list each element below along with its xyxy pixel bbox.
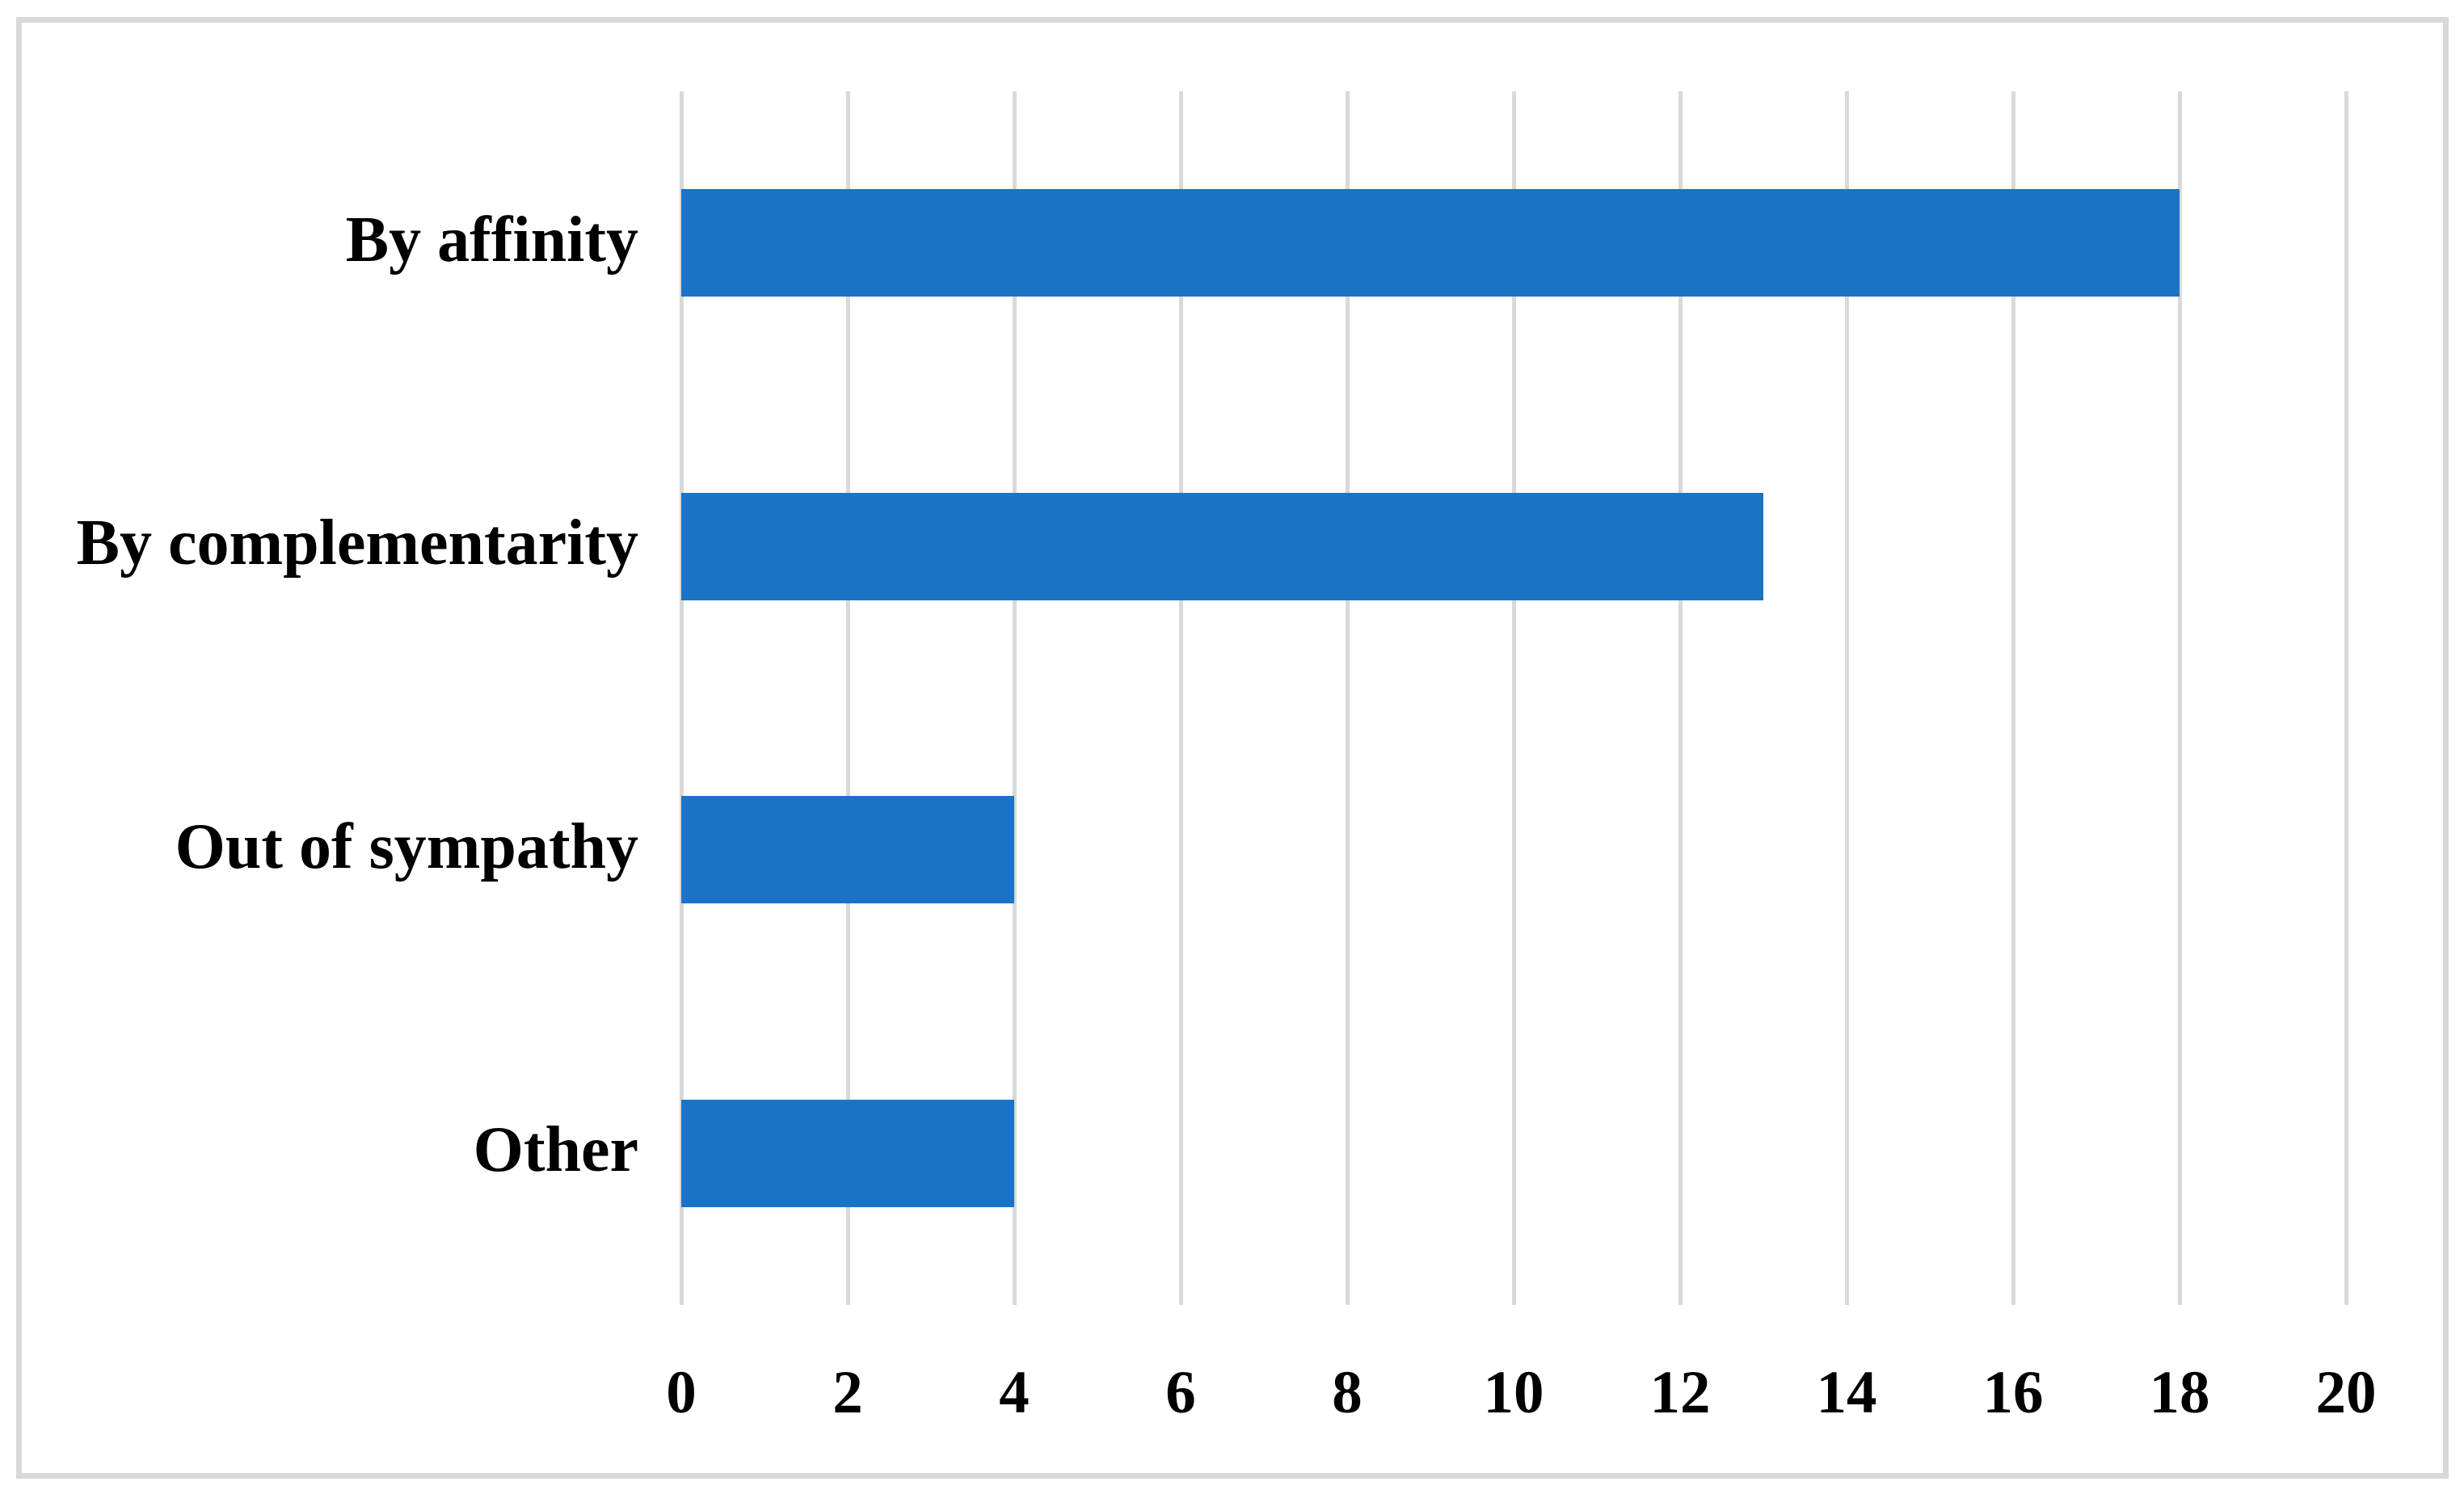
gridline-x-12 [1678, 91, 1683, 1305]
bar-other [681, 1099, 1014, 1207]
x-tick-label-12: 12 [1649, 1359, 1711, 1426]
gridline-x-16 [2011, 91, 2015, 1305]
x-tick-label-0: 0 [666, 1359, 697, 1426]
x-tick-label-2: 2 [832, 1359, 863, 1426]
bar-by-affinity [681, 189, 2180, 297]
gridline-x-20 [2344, 91, 2348, 1305]
gridline-x-18 [2177, 91, 2182, 1305]
bar-by-complementarity [681, 492, 1763, 600]
category-label-out-of-sympathy: Out of sympathy [175, 810, 638, 882]
x-tick-label-6: 6 [1165, 1359, 1196, 1426]
category-label-other: Other [473, 1114, 638, 1186]
gridline-x-6 [1178, 91, 1183, 1305]
category-label-by-affinity: By affinity [345, 204, 638, 276]
gridline-x-10 [1511, 91, 1516, 1305]
gridline-x-2 [845, 91, 850, 1305]
gridline-x-4 [1012, 91, 1017, 1305]
x-tick-label-20: 20 [2315, 1359, 2377, 1426]
x-tick-label-4: 4 [999, 1359, 1030, 1426]
x-tick-label-8: 8 [1332, 1359, 1363, 1426]
x-tick-label-10: 10 [1483, 1359, 1544, 1426]
gridline-x-0 [679, 91, 684, 1305]
category-label-by-complementarity: By complementarity [76, 507, 638, 579]
gridline-x-14 [1844, 91, 1849, 1305]
x-tick-label-14: 14 [1816, 1359, 1877, 1426]
x-tick-label-18: 18 [2149, 1359, 2210, 1426]
bar-out-of-sympathy [681, 796, 1014, 904]
gridline-x-8 [1345, 91, 1350, 1305]
x-tick-label-16: 16 [1982, 1359, 2044, 1426]
